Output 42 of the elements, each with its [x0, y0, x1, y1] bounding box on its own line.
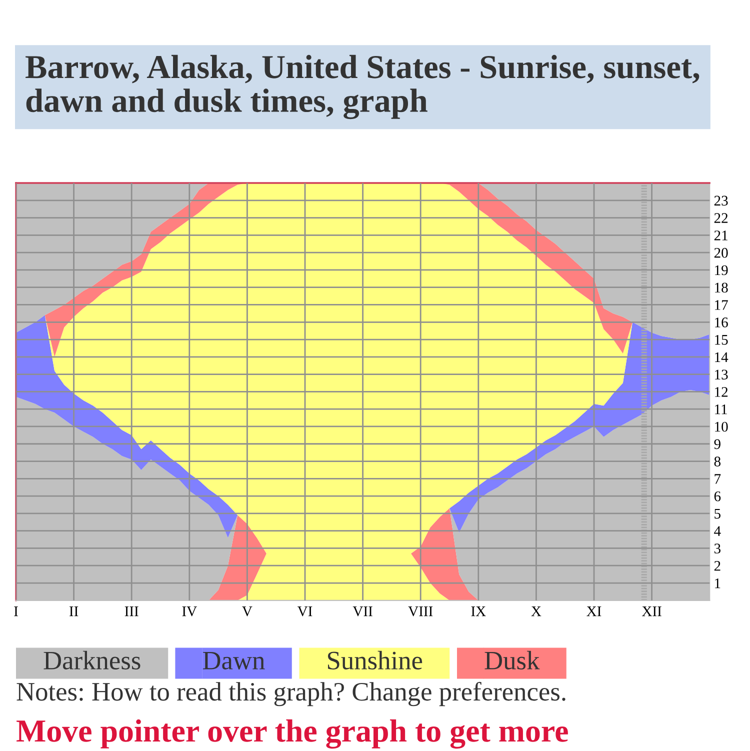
y-tick-label: 8: [714, 456, 720, 466]
text: Move pointer over the graph to get more: [16, 719, 568, 749]
text: Notes: How to read this graph? Change preferences.: [16, 682, 566, 706]
y-tick-label: 11: [715, 404, 727, 414]
y-tick-label: 5: [714, 508, 720, 519]
x-tick-label: VIII: [408, 606, 433, 616]
y-tick-label: 22: [714, 213, 728, 223]
y-tick-label: 1: [715, 578, 720, 588]
legend-label: Sunshine: [328, 650, 422, 670]
y-tick-label: 20: [714, 248, 728, 258]
y-tick-label: 10: [715, 422, 728, 432]
y-tick-label: 6: [714, 491, 721, 502]
y-tick-label: 16: [715, 318, 728, 328]
y-tick-label: 12: [715, 387, 728, 397]
x-tick-label: VII: [352, 606, 372, 616]
y-tick-label: 4: [714, 526, 721, 536]
x-tick-label: XII: [642, 606, 662, 616]
x-tick-label: IX: [471, 606, 486, 616]
y-tick-label: 19: [715, 265, 728, 276]
y-tick-label: 18: [715, 282, 728, 293]
y-tick-label: 3: [714, 544, 720, 554]
legend-label: Dawn: [202, 652, 265, 670]
x-tick-label: X: [531, 606, 542, 616]
chart-title: Barrow, Alaska, United States - Sunrise, sunset, dawn and dusk times, graph: [26, 54, 700, 120]
y-tick-label: 14: [715, 352, 728, 362]
y-tick-label: 13: [715, 370, 728, 380]
x-tick-label: VI: [297, 606, 312, 616]
x-tick-label: XI: [586, 606, 602, 616]
x-tick-label: V: [242, 606, 252, 616]
y-tick-label: 23: [714, 196, 728, 206]
legend-label: Darkness: [44, 650, 140, 670]
x-tick-label: I: [14, 606, 18, 616]
x-tick-label: III: [124, 606, 138, 616]
y-tick-label: 2: [714, 561, 720, 571]
y-tick-label: 17: [715, 300, 728, 310]
x-tick-label: II: [69, 606, 78, 616]
y-tick-label: 9: [714, 439, 720, 450]
x-tick-label: IV: [182, 606, 197, 616]
legend-label: Dusk: [484, 650, 540, 670]
y-tick-label: 15: [715, 334, 728, 345]
y-tick-label: 21: [714, 230, 728, 240]
y-tick-label: 7: [714, 474, 721, 484]
